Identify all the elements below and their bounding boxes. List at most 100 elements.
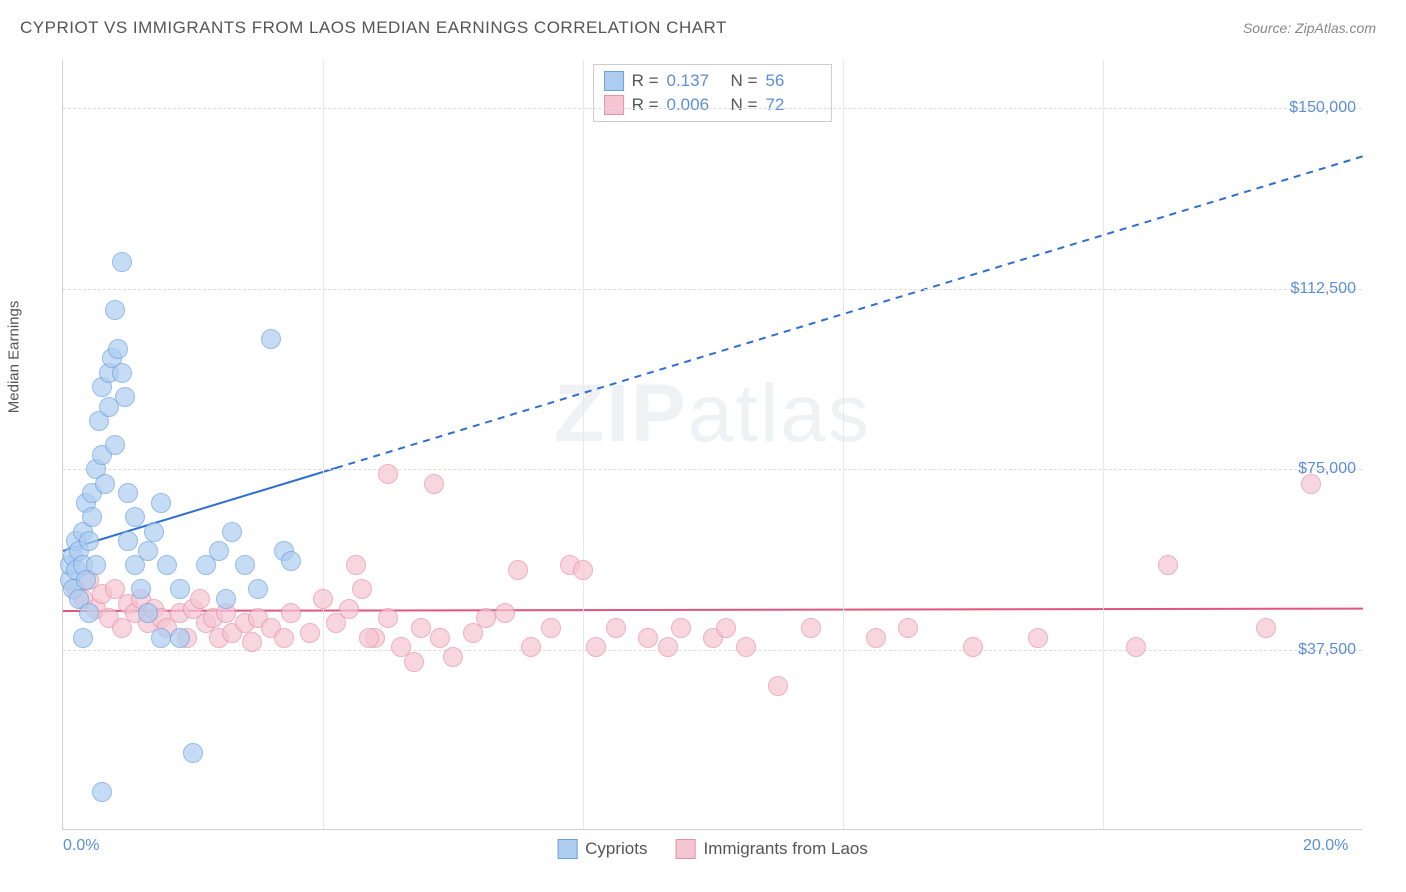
point-laos [352,579,372,599]
chart-area: Median Earnings ZIPatlas R = 0.137 N = 5… [20,50,1386,872]
point-cypriots [108,339,128,359]
point-laos [521,637,541,657]
swatch-cypriots [604,71,624,91]
point-cypriots [157,555,177,575]
stats-row-cypriots: R = 0.137 N = 56 [604,69,822,93]
point-cypriots [209,541,229,561]
point-cypriots [79,603,99,623]
point-laos [898,618,918,638]
gridline-v [323,60,324,829]
point-cypriots [138,541,158,561]
stats-r-label: R = [632,71,659,91]
point-laos [508,560,528,580]
stats-n-value-cypriots: 56 [765,71,821,91]
point-laos [495,603,515,623]
point-laos [866,628,886,648]
point-laos [586,637,606,657]
point-cypriots [112,252,132,272]
gridline-v [843,60,844,829]
point-cypriots [151,628,171,648]
point-cypriots [261,329,281,349]
stats-r-value-cypriots: 0.137 [667,71,723,91]
point-cypriots [235,555,255,575]
stats-legend: R = 0.137 N = 56 R = 0.006 N = 72 [593,64,833,122]
point-laos [801,618,821,638]
watermark-bold: ZIP [554,368,688,459]
point-cypriots [118,483,138,503]
stats-n-label: N = [731,71,758,91]
point-cypriots [79,531,99,551]
chart-title: CYPRIOT VS IMMIGRANTS FROM LAOS MEDIAN E… [20,18,727,38]
point-laos [768,676,788,696]
gridline-h [63,108,1362,109]
point-laos [274,628,294,648]
point-laos [716,618,736,638]
point-laos [541,618,561,638]
y-axis-label: Median Earnings [6,301,23,414]
point-laos [1256,618,1276,638]
point-cypriots [144,522,164,542]
point-cypriots [138,603,158,623]
legend-item-cypriots: Cypriots [557,839,647,859]
point-cypriots [151,493,171,513]
point-laos [346,555,366,575]
stats-r-value-laos: 0.006 [667,95,723,115]
ytick-label: $112,500 [1290,280,1356,298]
watermark: ZIPatlas [554,367,871,461]
point-cypriots [95,474,115,494]
xtick-label: 0.0% [63,837,99,855]
point-cypriots [131,579,151,599]
point-cypriots [105,300,125,320]
stats-n-value-laos: 72 [765,95,821,115]
legend-label-laos: Immigrants from Laos [703,839,867,859]
point-laos [573,560,593,580]
legend-label-cypriots: Cypriots [585,839,647,859]
point-laos [359,628,379,648]
point-laos [411,618,431,638]
gridline-h [63,289,1362,290]
point-cypriots [281,551,301,571]
point-cypriots [86,555,106,575]
chart-header: CYPRIOT VS IMMIGRANTS FROM LAOS MEDIAN E… [0,0,1406,48]
legend-item-laos: Immigrants from Laos [675,839,867,859]
point-laos [313,589,333,609]
point-laos [963,637,983,657]
point-cypriots [115,387,135,407]
point-laos [1301,474,1321,494]
point-laos [404,652,424,672]
point-cypriots [118,531,138,551]
point-laos [430,628,450,648]
point-laos [1028,628,1048,648]
point-laos [378,464,398,484]
gridline-h [63,469,1362,470]
point-laos [281,603,301,623]
stats-row-laos: R = 0.006 N = 72 [604,93,822,117]
point-cypriots [183,743,203,763]
point-cypriots [222,522,242,542]
gridline-v [583,60,584,829]
point-laos [339,599,359,619]
stats-n-label-2: N = [731,95,758,115]
point-laos [1158,555,1178,575]
swatch-laos-bottom [675,839,695,859]
point-laos [638,628,658,648]
point-cypriots [73,628,93,648]
point-cypriots [170,628,190,648]
point-cypriots [82,507,102,527]
point-laos [476,608,496,628]
stats-r-label-2: R = [632,95,659,115]
point-cypriots [105,435,125,455]
point-laos [658,637,678,657]
point-cypriots [170,579,190,599]
point-laos [443,647,463,667]
swatch-laos [604,95,624,115]
point-cypriots [248,579,268,599]
point-cypriots [112,363,132,383]
bottom-legend: Cypriots Immigrants from Laos [557,839,868,859]
point-laos [606,618,626,638]
point-laos [378,608,398,628]
xtick-label: 20.0% [1303,837,1348,855]
point-laos [190,589,210,609]
point-laos [736,637,756,657]
point-laos [242,632,262,652]
